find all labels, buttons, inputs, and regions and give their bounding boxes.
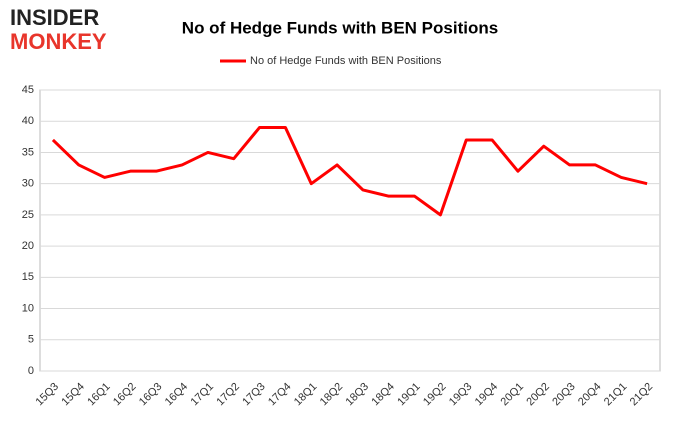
y-tick-label: 30 <box>22 178 34 190</box>
y-tick-label: 45 <box>22 84 34 96</box>
logo-bottom: MONKEY <box>10 29 107 54</box>
y-tick-label: 25 <box>22 209 34 221</box>
y-tick-label: 0 <box>28 365 34 377</box>
data-line <box>51 125 648 217</box>
logo-top: INSIDER <box>10 5 99 30</box>
y-tick-label: 10 <box>22 302 34 314</box>
y-tick-label: 15 <box>22 271 34 283</box>
y-tick-label: 5 <box>28 334 34 346</box>
y-tick-label: 20 <box>22 240 34 252</box>
legend-label: No of Hedge Funds with BEN Positions <box>250 55 442 67</box>
y-tick-label: 40 <box>22 115 34 127</box>
y-tick-label: 35 <box>22 146 34 158</box>
chart-title: No of Hedge Funds with BEN Positions <box>182 18 498 37</box>
